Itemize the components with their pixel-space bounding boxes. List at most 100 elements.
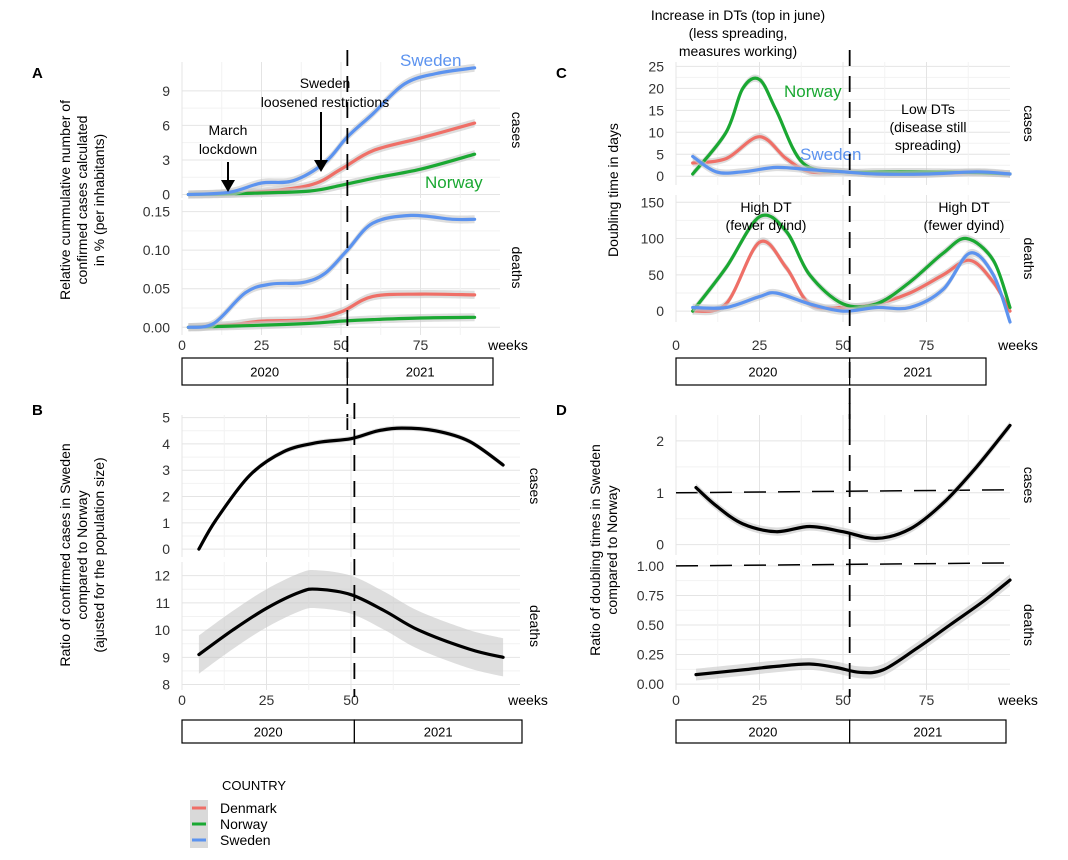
series-line-sweden-norway bbox=[197, 426, 505, 551]
annotation-arrowhead bbox=[314, 160, 328, 172]
x-tick-label: 50 bbox=[835, 692, 851, 708]
series-line-sweden-norway bbox=[197, 587, 505, 659]
x-axis-label: weeks bbox=[487, 337, 528, 353]
year-label: 2021 bbox=[903, 365, 932, 380]
year-label: 2020 bbox=[254, 725, 283, 740]
x-axis-label: weeks bbox=[997, 692, 1038, 708]
y-tick-label: 0 bbox=[162, 187, 170, 203]
reference-line bbox=[675, 562, 1011, 567]
annotation: measures working) bbox=[679, 43, 797, 59]
x-tick-label: 0 bbox=[672, 337, 680, 353]
x-axis-label: weeks bbox=[997, 337, 1038, 353]
annotation: Low DTs bbox=[901, 101, 955, 117]
y-tick-label: 0.05 bbox=[143, 281, 170, 297]
annotation-loosened: loosened restrictions bbox=[261, 94, 389, 110]
year-label: 2020 bbox=[748, 365, 777, 380]
y-axis-label: Ratio of confirmed cases in Sweden bbox=[57, 443, 73, 666]
annotation-lockdown: March bbox=[209, 122, 248, 138]
series-label-norway: Norway bbox=[425, 173, 483, 192]
y-tick-label: 12 bbox=[154, 568, 170, 584]
y-tick-label: 100 bbox=[641, 231, 665, 247]
annotation: spreading) bbox=[895, 137, 961, 153]
y-axis-label: confirmed cases calculated bbox=[74, 116, 90, 285]
y-tick-label: 5 bbox=[162, 410, 170, 426]
legend-label-sweden: Sweden bbox=[220, 832, 271, 848]
x-tick-label: 25 bbox=[254, 337, 270, 353]
annotation-loosened: Sweden bbox=[300, 75, 351, 91]
y-tick-label: 0 bbox=[162, 541, 170, 557]
y-tick-label: 0 bbox=[656, 537, 664, 553]
y-axis-label: compared to Norway bbox=[604, 485, 620, 614]
facet-strip-label: cases bbox=[1021, 467, 1037, 504]
y-tick-label: 150 bbox=[641, 194, 665, 210]
legend-label-norway: Norway bbox=[220, 816, 267, 832]
y-tick-label: 6 bbox=[162, 117, 170, 133]
series-line-sweden bbox=[186, 66, 477, 197]
x-tick-label: 0 bbox=[178, 692, 186, 708]
y-axis-label: Ratio of doubling times in Sweden bbox=[587, 444, 603, 656]
annotation: (less spreading, bbox=[689, 25, 788, 41]
facet-cases: 0 1 2 cases bbox=[656, 415, 1037, 555]
y-tick-label: 25 bbox=[648, 58, 664, 74]
x-tick-label: 75 bbox=[919, 337, 935, 353]
y-tick-label: 1.00 bbox=[637, 558, 664, 574]
y-tick-label: 0 bbox=[656, 168, 664, 184]
y-axis-label: Relative cummulative number of bbox=[57, 100, 73, 300]
y-tick-label: 1 bbox=[656, 485, 664, 501]
facet-strip-label: deaths bbox=[1021, 237, 1037, 279]
x-tick-label: 50 bbox=[343, 692, 359, 708]
series-line-sweden bbox=[691, 251, 1012, 324]
year-label: 2021 bbox=[913, 725, 942, 740]
year-box-2021 bbox=[346, 357, 494, 386]
series-line-sweden bbox=[186, 213, 477, 329]
series-line-sweden bbox=[691, 154, 1012, 176]
annotation: (fewer dyind) bbox=[924, 217, 1005, 233]
y-tick-label: 0.75 bbox=[637, 587, 664, 603]
y-tick-label: 15 bbox=[648, 102, 664, 118]
panel-d: D 0 1 2 cases 0.00 0.25 0.50 0.75 1.00 deaths 0 25 50… bbox=[556, 402, 1038, 744]
y-tick-label: 10 bbox=[154, 622, 170, 638]
year-label: 2020 bbox=[748, 725, 777, 740]
y-tick-label: 11 bbox=[155, 595, 170, 611]
facet-strip-label: deaths bbox=[509, 246, 525, 288]
x-tick-label: 0 bbox=[178, 337, 186, 353]
facet-strip-label: cases bbox=[527, 468, 543, 505]
series-label-sweden: Sweden bbox=[400, 51, 461, 70]
facet-cases: 0 5 10 15 20 25 cases Norway Sweden bbox=[648, 58, 1037, 185]
y-tick-label: 0.00 bbox=[637, 676, 664, 692]
y-tick-label: 0.00 bbox=[143, 319, 170, 335]
facet-deaths: 0.00 0.05 0.10 0.15 deaths bbox=[143, 200, 525, 335]
legend-title: COUNTRY bbox=[222, 778, 286, 793]
y-tick-label: 0.25 bbox=[637, 647, 664, 663]
y-tick-label: 8 bbox=[162, 677, 170, 693]
y-tick-label: 9 bbox=[162, 649, 170, 665]
panel-letter: C bbox=[556, 65, 567, 82]
confidence-band bbox=[692, 152, 1010, 178]
y-tick-label: 0.10 bbox=[143, 242, 170, 258]
y-tick-label: 1 bbox=[162, 515, 170, 531]
facet-cases: 0 3 6 9 cases Sweden Norway bbox=[162, 51, 525, 203]
confidence-band bbox=[198, 569, 504, 677]
year-box-2020 bbox=[181, 357, 348, 386]
year-box-2020 bbox=[675, 357, 851, 386]
y-tick-label: 20 bbox=[648, 80, 664, 96]
panel-a: A 0 3 6 9 cases Sweden Norway 0.00 0.05 0.10 0.15 de… bbox=[32, 50, 528, 430]
year-box-2021 bbox=[849, 719, 1007, 744]
x-tick-label: 75 bbox=[413, 337, 429, 353]
facet-strip-label: cases bbox=[1021, 105, 1037, 142]
series-label-sweden: Sweden bbox=[800, 145, 861, 164]
annotation: Increase in DTs (top in june) bbox=[651, 7, 825, 23]
y-axis-label: (ajusted for the population size) bbox=[91, 457, 107, 652]
x-tick-label: 50 bbox=[333, 337, 349, 353]
y-axis-label: Doubling time in days bbox=[605, 123, 621, 257]
panel-letter: D bbox=[556, 402, 567, 419]
y-tick-label: 2 bbox=[656, 433, 664, 449]
series-label-norway: Norway bbox=[784, 82, 842, 101]
legend: COUNTRY Denmark Norway Sweden bbox=[190, 778, 286, 848]
x-tick-label: 75 bbox=[919, 692, 935, 708]
y-tick-label: 0 bbox=[656, 303, 664, 319]
panel-letter: A bbox=[32, 65, 43, 82]
series-line-norway bbox=[186, 152, 477, 197]
facet-deaths: 0 50 100 150 deaths bbox=[641, 194, 1037, 326]
facet-strip-label: cases bbox=[509, 112, 525, 149]
